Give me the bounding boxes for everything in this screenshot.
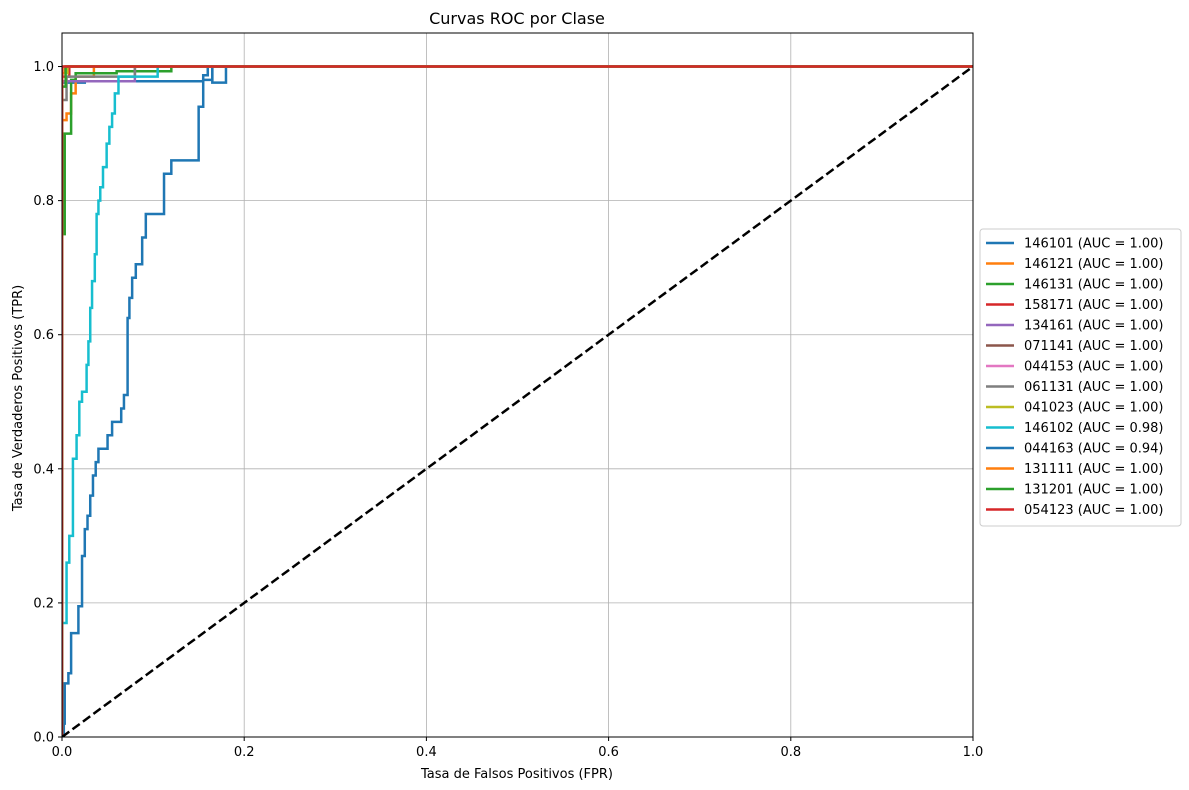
x-axis-ticks: 0.0 0.2 0.4 0.6 0.8 1.0 [52,737,984,760]
legend-entry: 146131 (AUC = 1.00) [1024,278,1164,293]
y-tick-label: 0.4 [33,462,54,477]
x-tick-label: 0.6 [598,745,619,760]
legend-entry: 054123 (AUC = 1.00) [1024,503,1164,518]
legend-entry: 134161 (AUC = 1.00) [1024,319,1164,334]
legend-entry: 071141 (AUC = 1.00) [1024,339,1164,354]
legend-box [979,228,1182,527]
legend-entry: 044153 (AUC = 1.00) [1024,360,1164,375]
legend-entry: 131111 (AUC = 1.00) [1024,462,1164,477]
legend-entry: 146121 (AUC = 1.00) [1024,257,1164,272]
y-tick-label: 0.8 [33,194,54,209]
legend-entry: 061131 (AUC = 1.00) [1024,380,1164,395]
legend: 146101 (AUC = 1.00) 146121 (AUC = 1.00) 14… [979,228,1182,527]
grid-lines [61,33,974,738]
x-tick-label: 0.0 [52,745,73,760]
y-axis-label: Tasa de Verdaderos Positivos (TPR) [11,285,26,512]
series-line-0 [62,65,973,737]
legend-entry: 146101 (AUC = 1.00) [1024,237,1164,252]
series-line-2 [62,65,973,737]
y-tick-label: 0.6 [33,328,54,343]
diagonal-reference-line [62,65,973,737]
plot-series [62,65,973,737]
plot-frame [61,32,974,738]
y-axis-ticks: 0.0 0.2 0.4 0.6 0.8 1.0 [33,60,62,746]
x-tick-label: 0.4 [416,745,437,760]
legend-entry: 146102 (AUC = 0.98) [1024,421,1164,436]
y-tick-label: 0.0 [33,731,54,746]
chart-title: Curvas ROC por Clase [429,9,605,28]
series-line-13 [62,65,973,737]
x-tick-label: 1.0 [963,745,984,760]
x-tick-label: 0.2 [234,745,255,760]
series-line-10 [62,65,973,737]
y-tick-label: 1.0 [33,60,54,75]
legend-entry: 041023 (AUC = 1.00) [1024,401,1164,416]
x-axis-label: Tasa de Falsos Positivos (FPR) [420,767,613,782]
legend-entry: 131201 (AUC = 1.00) [1024,483,1164,498]
x-tick-label: 0.8 [780,745,801,760]
y-tick-label: 0.2 [33,596,54,611]
series-line-9 [62,65,973,737]
legend-entry: 158171 (AUC = 1.00) [1024,298,1164,313]
legend-entry: 044163 (AUC = 0.94) [1024,442,1164,457]
